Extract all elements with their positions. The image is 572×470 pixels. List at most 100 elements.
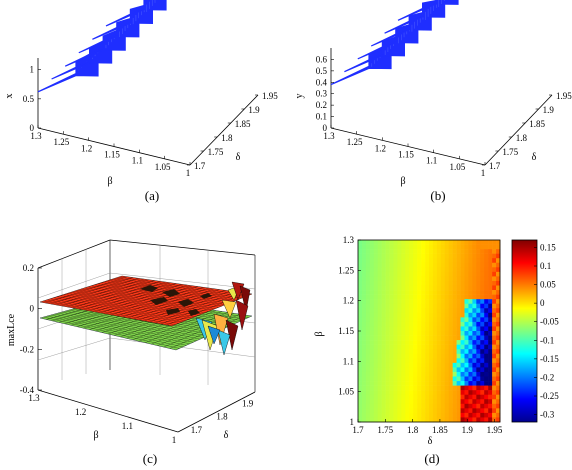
- c-dark-patches: [140, 285, 212, 316]
- d-ctick-6: -0.15: [540, 354, 559, 364]
- d-xtick-3: 1.85: [432, 425, 448, 435]
- b-ytick-3: 1.85: [529, 119, 545, 129]
- b-ytick-4: 1.9: [543, 105, 555, 115]
- a-ytick-5: 1.95: [262, 91, 278, 101]
- b-ytick-0: 1.7: [489, 161, 501, 171]
- a-trace-5: [105, 0, 167, 27]
- a-xtick-6: 1: [186, 168, 191, 178]
- d-ytick-5: 1.25: [338, 265, 354, 275]
- a-xtick-1: 1.25: [53, 137, 69, 147]
- c-ytick-2: 1.9: [242, 398, 254, 408]
- b-xtick-2: 1.2: [375, 143, 386, 153]
- b-ztick-1: 0.1: [316, 112, 327, 122]
- d-xtick-2: 1.8: [407, 425, 419, 435]
- b-xtick-3: 1.15: [398, 150, 414, 160]
- a-xtick-0: 1.3: [30, 131, 42, 141]
- d-heatmap-cells: [358, 240, 501, 423]
- c-xtick-3: 1: [172, 435, 177, 445]
- a-ytick-2: 1.8: [221, 133, 233, 143]
- panel-d: 1.7 1.75 1.8 1.85 1.9 1.95 1 1.05 1.1 1.15 1.2 1.25…: [314, 235, 559, 466]
- a-traces: [37, 0, 167, 93]
- c-xtick-0: 1.3: [28, 393, 40, 403]
- a-ytick-3: 1.85: [235, 119, 251, 129]
- a-xtick-4: 1.1: [132, 156, 143, 166]
- d-ylabel: β: [314, 331, 325, 336]
- d-ctick-2: 0.05: [540, 280, 556, 290]
- c-xtick-2: 1.1: [122, 421, 133, 431]
- c-red-mesh: [43, 276, 249, 326]
- d-xtick-0: 1.7: [352, 425, 364, 435]
- b-ylabel: δ: [532, 152, 537, 163]
- a-zlabel: x: [4, 94, 15, 99]
- b-ztick-0: 0: [323, 123, 328, 133]
- a-ztick-2: 1: [30, 65, 35, 75]
- d-ctick-4: -0.05: [540, 317, 559, 327]
- a-ztick-0: 0: [30, 123, 35, 133]
- d-ytick-6: 1.3: [343, 235, 355, 245]
- d-ctick-8: -0.25: [540, 391, 559, 401]
- b-ztick-6: 0.6: [316, 54, 328, 64]
- panel-b: 00.1 0.20.3 0.40.5 0.6 1.3 1.25 1.2 1.15 1.1 1.05…: [294, 0, 572, 203]
- b-xlabel: β: [400, 176, 405, 187]
- d-ctick-9: -0.3: [540, 410, 555, 420]
- b-traces: [330, 0, 459, 86]
- b-xtick-4: 1.1: [426, 156, 437, 166]
- d-colorbar: [511, 239, 538, 423]
- b-xtick-0: 1.3: [323, 131, 335, 141]
- c-ytick-1: 1.8: [216, 412, 228, 422]
- b-trace-4: [384, 0, 446, 34]
- d-ctick-5: -0.1: [540, 335, 554, 345]
- a-xtick-2: 1.2: [81, 143, 92, 153]
- c-ztick-1: -0.2: [20, 344, 34, 354]
- b-trace-5: [397, 0, 459, 21]
- d-xtick-1: 1.75: [377, 425, 393, 435]
- d-ctick-1: 0.1: [540, 261, 551, 271]
- c-xlabel: β: [93, 430, 98, 441]
- b-zlabel: y: [294, 94, 305, 99]
- b-xtick-6: 1: [481, 168, 486, 178]
- c-zlabel: maxLce: [6, 313, 17, 346]
- d-ctick-7: -0.2: [540, 372, 554, 382]
- c-ztick-3: 0.2: [23, 263, 34, 273]
- c-caption: (c): [143, 451, 157, 466]
- delta-axis-b: [484, 94, 553, 166]
- a-ytick-0: 1.7: [194, 161, 206, 171]
- d-xlabel: δ: [428, 436, 433, 447]
- b-ztick-5: 0.5: [316, 66, 328, 76]
- a-ylabel: δ: [236, 152, 241, 163]
- d-ytick-2: 1.1: [343, 356, 354, 366]
- a-ytick-1: 1.75: [208, 147, 224, 157]
- d-ytick-0: 1: [350, 417, 355, 427]
- d-ctick-3: 0: [540, 298, 545, 308]
- c-chaos-region: [195, 281, 251, 356]
- a-xtick-5: 1.05: [155, 162, 171, 172]
- a-ztick-1: 0.5: [23, 94, 35, 104]
- panel-a: 00.511.31.251.21.151.11.0511.71.751.81.8…: [4, 0, 278, 203]
- d-xtick-5: 1.95: [487, 425, 503, 435]
- d-ytick-1: 1.05: [338, 387, 354, 397]
- c-ztick-0: -0.4: [20, 385, 35, 395]
- b-xtick-1: 1.25: [347, 137, 363, 147]
- c-ytick-0: 1.7: [191, 425, 203, 435]
- b-caption: (b): [430, 188, 445, 203]
- b-xtick-5: 1.05: [449, 162, 465, 172]
- panel-c: -0.4 -0.2 0 0.2 1.3 1.2 1.1 1 1.7 1.8 1.9 maxLce β…: [6, 239, 256, 466]
- d-caption: (d): [424, 451, 439, 466]
- d-xtick-4: 1.9: [462, 425, 474, 435]
- a-xlabel: β: [107, 176, 112, 187]
- b-ytick-2: 1.8: [516, 133, 528, 143]
- a-caption: (a): [145, 188, 159, 203]
- d-ytick-4: 1.2: [343, 296, 354, 306]
- b-ztick-2: 0.2: [316, 100, 327, 110]
- d-ctick-0: 0.15: [540, 242, 556, 252]
- c-ylabel: δ: [224, 430, 229, 441]
- delta-axis-a: [189, 94, 259, 166]
- a-ytick-4: 1.9: [248, 105, 260, 115]
- b-ytick-5: 1.95: [556, 91, 572, 101]
- d-ytick-3: 1.15: [338, 326, 354, 336]
- b-ztick-4: 0.4: [316, 77, 328, 87]
- b-ytick-1: 1.75: [502, 147, 518, 157]
- c-ztick-2: 0: [30, 304, 35, 314]
- b-ztick-3: 0.3: [316, 89, 328, 99]
